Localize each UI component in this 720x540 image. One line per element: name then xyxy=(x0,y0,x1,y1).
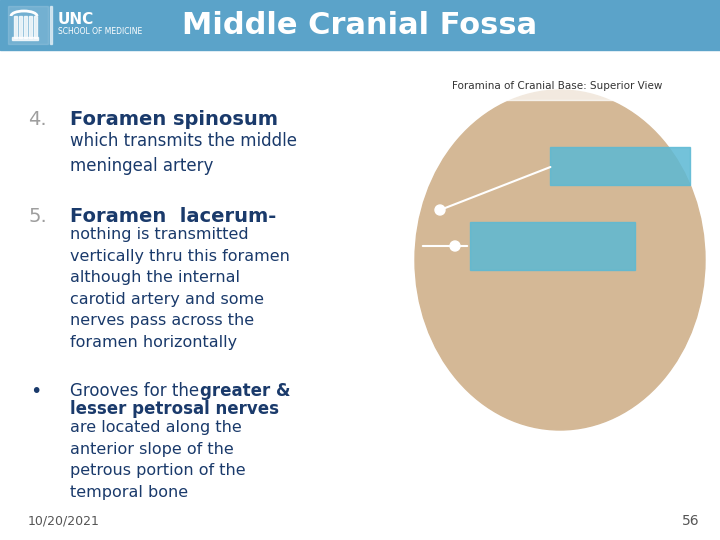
Text: •: • xyxy=(30,382,41,401)
Text: nothing is transmitted
vertically thru this foramen
although the internal
caroti: nothing is transmitted vertically thru t… xyxy=(70,227,290,350)
Text: Foramina of Cranial Base: Superior View: Foramina of Cranial Base: Superior View xyxy=(452,81,662,91)
Text: SCHOOL OF MEDICINE: SCHOOL OF MEDICINE xyxy=(58,28,143,37)
Text: 5.: 5. xyxy=(28,207,47,226)
Bar xyxy=(50,6,52,44)
Text: Foramen  lacerum-: Foramen lacerum- xyxy=(70,207,276,226)
Bar xyxy=(19,16,22,38)
Text: greater &: greater & xyxy=(200,382,290,400)
Text: Grooves for the: Grooves for the xyxy=(70,382,204,400)
Bar xyxy=(34,16,37,38)
Ellipse shape xyxy=(415,90,705,430)
Bar xyxy=(29,16,32,38)
Bar xyxy=(12,37,38,40)
Bar xyxy=(550,147,690,185)
Text: Foramen spinosum: Foramen spinosum xyxy=(70,110,278,129)
Text: 56: 56 xyxy=(683,514,700,528)
Bar xyxy=(5,3,150,47)
Bar xyxy=(8,6,48,44)
Text: 10/20/2021: 10/20/2021 xyxy=(28,515,100,528)
Bar xyxy=(425,72,690,100)
Circle shape xyxy=(450,241,460,251)
Bar xyxy=(24,16,27,38)
Text: UNC: UNC xyxy=(58,11,94,26)
Bar xyxy=(0,0,720,50)
Bar xyxy=(470,222,635,270)
Circle shape xyxy=(435,205,445,215)
Text: Middle Cranial Fossa: Middle Cranial Fossa xyxy=(182,10,538,39)
Text: lesser petrosal nerves: lesser petrosal nerves xyxy=(70,400,279,418)
Text: are located along the
anterior slope of the
petrous portion of the
temporal bone: are located along the anterior slope of … xyxy=(70,420,246,500)
Text: which transmits the middle
meningeal artery: which transmits the middle meningeal art… xyxy=(70,132,297,175)
Text: 4.: 4. xyxy=(28,110,47,129)
Bar xyxy=(14,16,17,38)
